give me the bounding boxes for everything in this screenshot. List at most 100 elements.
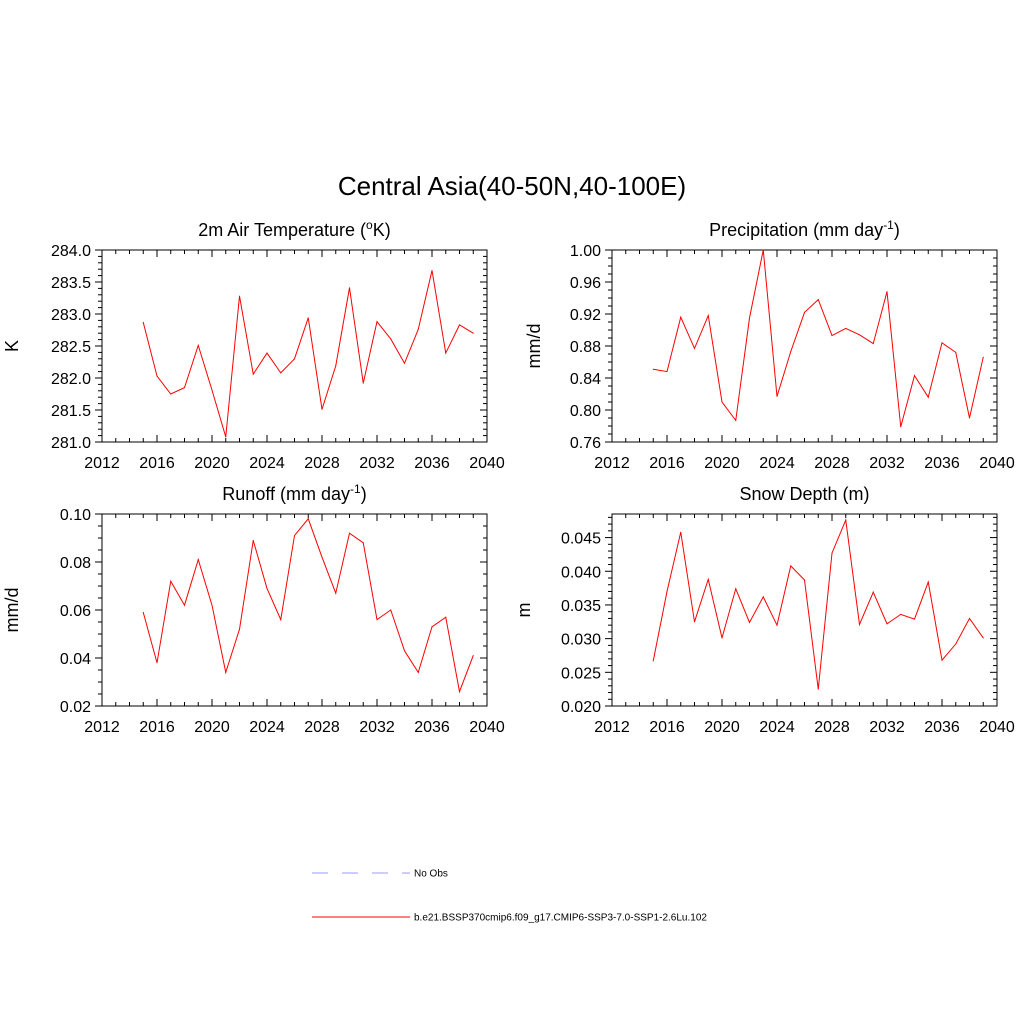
data-point — [252, 373, 254, 375]
data-point — [349, 287, 350, 289]
data-point — [197, 344, 199, 346]
data-point — [927, 581, 929, 583]
data-point — [184, 604, 185, 606]
x-tick-label: 2016 — [139, 719, 175, 736]
data-point — [845, 519, 847, 521]
panel-title-text: Precipitation (mm day — [709, 220, 883, 240]
data-point — [307, 317, 309, 319]
data-point — [307, 518, 309, 520]
y-tick-label: 0.08 — [60, 555, 91, 572]
data-point — [294, 358, 295, 360]
data-point — [431, 269, 433, 271]
data-point — [941, 659, 943, 661]
x-tick-label: 2028 — [814, 719, 850, 736]
data-point — [404, 650, 405, 652]
data-point — [445, 352, 447, 354]
data-point — [749, 621, 750, 623]
y-tick-label: 0.92 — [570, 307, 601, 324]
data-point — [266, 587, 268, 589]
x-tick-label: 2016 — [649, 455, 685, 472]
panel-title: Precipitation (mm day-1) — [709, 218, 900, 240]
data-point — [362, 382, 364, 384]
data-point — [211, 604, 213, 606]
data-point — [335, 365, 337, 367]
panel-title-text: Runoff (mm day — [222, 484, 350, 504]
x-tick-label: 2028 — [814, 455, 850, 472]
data-point — [914, 375, 915, 377]
data-point — [280, 372, 282, 374]
panel-title-text-end: ) — [361, 484, 367, 504]
data-point — [349, 532, 350, 534]
data-point — [680, 316, 682, 318]
data-point — [804, 311, 805, 313]
data-point — [694, 347, 695, 349]
x-tick-label: 2040 — [469, 455, 505, 472]
data-point — [735, 588, 737, 590]
data-point — [900, 613, 902, 615]
data-point — [982, 356, 984, 358]
data-point — [886, 623, 888, 625]
data-point — [804, 579, 805, 581]
data-point — [652, 660, 654, 662]
data-point — [749, 317, 750, 319]
data-point — [900, 426, 902, 428]
panel-title-superscript: -1 — [350, 482, 361, 496]
y-tick-label: 282.5 — [51, 339, 91, 356]
x-tick-label: 2024 — [759, 719, 795, 736]
panel-title-text-end: ) — [894, 220, 900, 240]
panels-group: 2012 2016 2020 2024 2028 2032 2036 2040 281.0 281… — [2, 218, 1015, 736]
y-tick-label: 0.04 — [60, 651, 91, 668]
y-tick-label: 282.0 — [51, 371, 91, 388]
x-tick-label: 2024 — [249, 719, 285, 736]
panel-0: 2012 2016 2020 2024 2028 2032 2036 2040 281.0 281… — [2, 218, 505, 472]
data-point — [776, 624, 778, 626]
data-point — [156, 662, 158, 664]
legend: No Obs b.e21.BSSP370cmip6.f09_g17.CMIP6-… — [312, 869, 707, 924]
data-point — [239, 628, 240, 630]
x-tick-label: 2024 — [249, 455, 285, 472]
legend-label-no-obs: No Obs — [414, 869, 448, 880]
plot-frame — [611, 513, 998, 707]
y-axis-label: K — [2, 340, 22, 352]
data-point — [376, 321, 378, 323]
y-tick-label: 0.035 — [561, 598, 601, 615]
data-point — [211, 389, 213, 391]
x-tick-label: 2040 — [979, 455, 1015, 472]
data-point — [472, 655, 474, 657]
x-tick-label: 2036 — [414, 719, 450, 736]
y-tick-label: 0.84 — [570, 371, 601, 388]
x-tick-label: 2040 — [979, 719, 1015, 736]
panel-title-superscript: -1 — [883, 218, 894, 232]
data-point — [156, 375, 158, 377]
panel-1: 2012 2016 2020 2024 2028 2032 2036 2040 0.76 0.80… — [524, 218, 1015, 472]
data-point — [845, 327, 847, 329]
data-point — [666, 590, 668, 592]
y-tick-label: 281.5 — [51, 403, 91, 420]
figure-title: Central Asia(40-50N,40-100E) — [338, 171, 686, 201]
panel-title: 2m Air Temperature (oK) — [198, 218, 390, 240]
x-tick-label: 2016 — [139, 455, 175, 472]
data-point — [721, 637, 723, 639]
x-tick-label: 2032 — [869, 719, 905, 736]
y-tick-label: 284.0 — [51, 243, 91, 260]
panel-title-text-end: K) — [373, 220, 391, 240]
y-tick-label: 0.88 — [570, 339, 601, 356]
data-point — [859, 334, 860, 336]
data-point — [927, 396, 929, 398]
data-point — [321, 556, 323, 558]
legend-label-model: b.e21.BSSP370cmip6.f09_g17.CMIP6-SSP3-7.… — [414, 913, 707, 924]
data-point — [831, 335, 833, 337]
plot-frame — [101, 513, 488, 707]
y-tick-label: 0.020 — [561, 699, 601, 716]
data-point — [294, 535, 295, 537]
data-point — [941, 342, 943, 344]
data-point — [762, 596, 764, 598]
data-point — [170, 580, 172, 582]
data-point — [417, 328, 419, 330]
x-tick-label: 2032 — [869, 455, 905, 472]
data-point — [886, 291, 888, 293]
data-point — [142, 321, 144, 323]
x-tick-label: 2020 — [704, 719, 740, 736]
data-point — [817, 688, 819, 690]
x-tick-label: 2028 — [304, 719, 340, 736]
